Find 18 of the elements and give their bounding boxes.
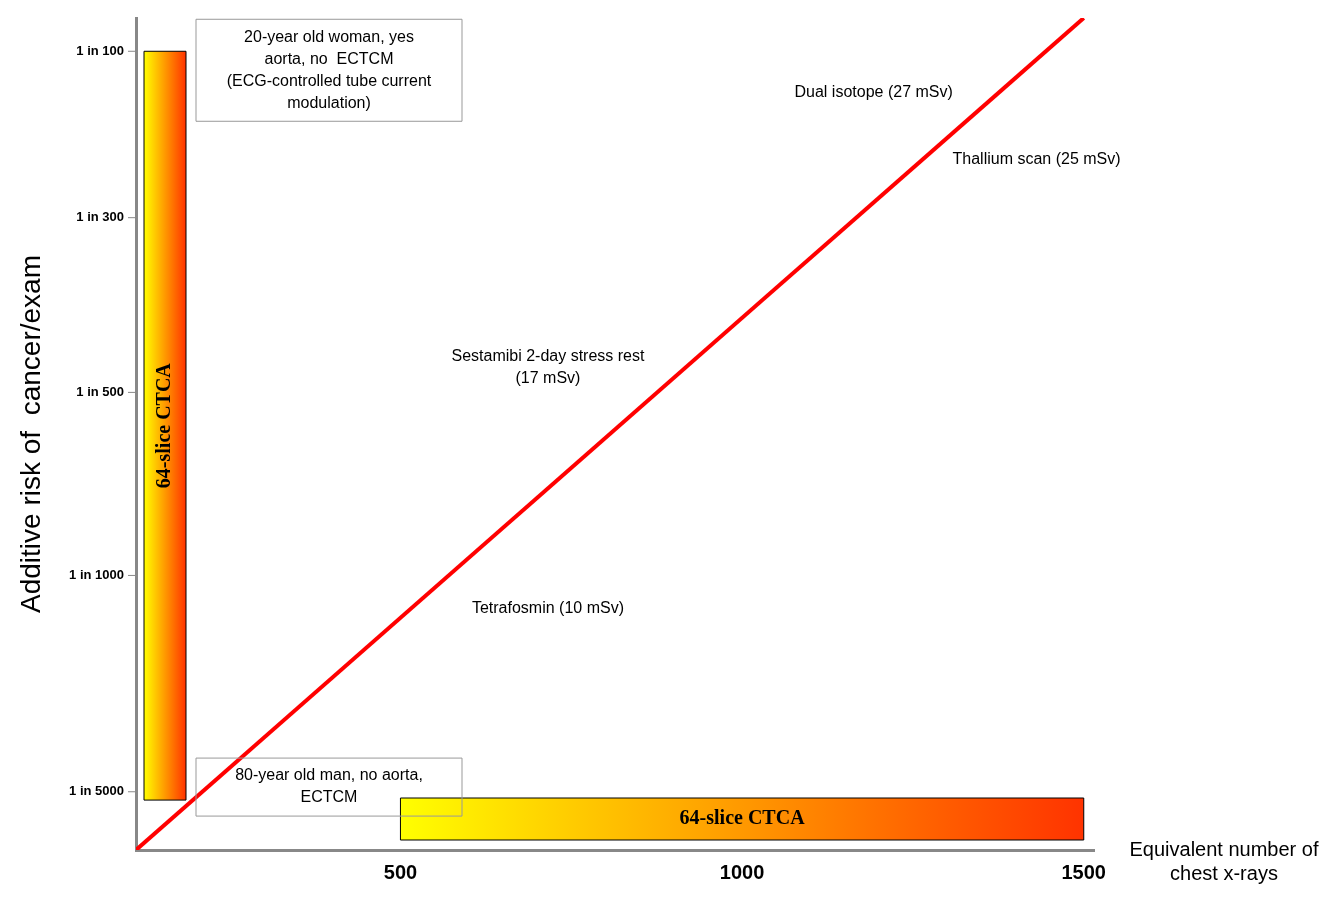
x-axis-title: Equivalent number of chest x-rays: [1129, 837, 1319, 884]
text: 1 in 300: [76, 209, 124, 225]
x-tick-label: 500: [383, 860, 418, 883]
x-tick-label: 1000: [719, 860, 765, 883]
band-label: 64-slice CTCA: [152, 362, 175, 489]
annotation: 20-year old woman, yes aorta, no ECTCM (ECG-controlled tube current modulation): [226, 27, 432, 111]
text: 1 in 5000: [69, 783, 124, 799]
annotation: Dual isotope (27 mSv): [794, 83, 953, 101]
annotation: Sestamibi 2-day stress rest (17 mSv): [451, 346, 645, 386]
band-label: 64-slice CTCA: [679, 806, 806, 829]
text: 1 in 1000: [69, 567, 124, 583]
annotation: Thallium scan (25 mSv): [952, 149, 1121, 167]
annotation: Tetrafosmin (10 mSv): [471, 599, 624, 617]
text: 1 in 100: [76, 42, 124, 58]
annotation: 80-year old man, no aorta, ECTCM: [235, 766, 423, 806]
x-tick-label: 1500: [1061, 860, 1106, 883]
y-axis-title: Additive risk of cancer/exam: [14, 255, 46, 613]
text: 1 in 500: [76, 383, 124, 399]
